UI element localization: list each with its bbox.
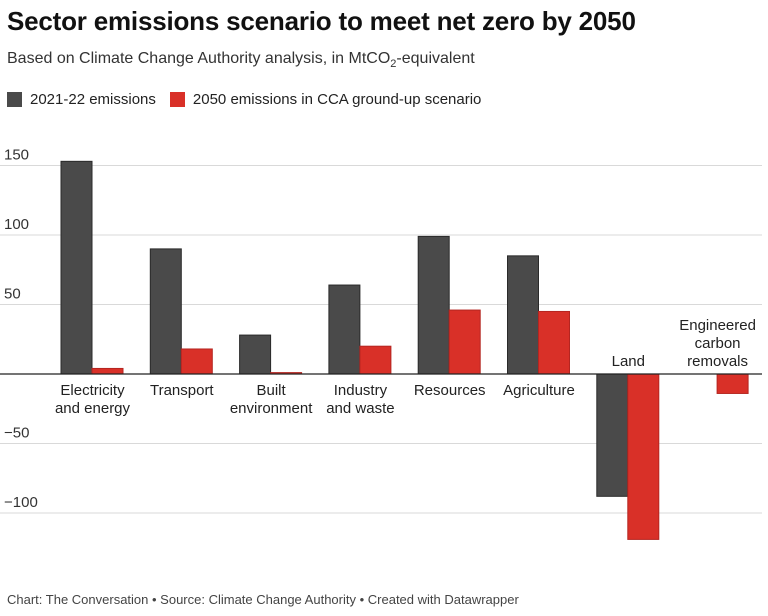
category-label: removals (687, 353, 748, 370)
category-label: carbon (695, 335, 741, 352)
category-label: and waste (326, 400, 394, 417)
category-label: and energy (55, 400, 131, 417)
bar-2021 (507, 255, 539, 375)
category-label: Industry (334, 382, 388, 399)
legend-item-2021: 2021-22 emissions (7, 91, 156, 108)
chart-subtitle: Based on Climate Change Authority analys… (7, 50, 475, 70)
y-tick-label: 150 (4, 147, 29, 164)
bar-2050 (448, 309, 481, 375)
chart-title: Sector emissions scenario to meet net ze… (7, 6, 636, 36)
y-tick-label: −50 (4, 425, 29, 442)
category-label: Electricity (60, 382, 125, 399)
bar-2050 (180, 348, 213, 375)
y-tick-label: 50 (4, 286, 21, 303)
chart-footer: Chart: The Conversation • Source: Climat… (7, 592, 519, 607)
category-label: Engineered (679, 317, 756, 334)
category-label: Transport (150, 382, 214, 399)
y-tick-label: 100 (4, 216, 29, 233)
bar-2050 (359, 345, 392, 375)
category-label: Resources (414, 382, 486, 399)
bar-2021 (328, 284, 361, 375)
bar-2050 (716, 373, 749, 394)
bar-2021 (596, 373, 629, 497)
legend-label-2050: 2050 emissions in CCA ground-up scenario (192, 91, 482, 108)
bar-2050 (538, 310, 570, 375)
bar-2021 (417, 235, 450, 375)
category-label: Built (257, 382, 287, 399)
legend-label-2021: 2021-22 emissions (30, 91, 156, 108)
bar-2021 (239, 334, 272, 375)
bar-2050 (627, 373, 660, 540)
subtitle-text: Based on Climate Change Authority analys… (7, 50, 391, 67)
legend-swatch-2050 (169, 92, 185, 107)
subtitle-suffix: -equivalent (396, 50, 475, 67)
bar-2021 (149, 248, 182, 375)
legend-swatch-2021 (7, 92, 22, 107)
subtitle-subscript: 2 (390, 58, 397, 71)
chart-legend: 2021-22 emissions 2050 emissions in CCA … (7, 91, 495, 108)
bar-2050 (91, 367, 124, 375)
category-label: environment (230, 400, 313, 417)
y-tick-label: −100 (4, 494, 38, 511)
category-label: Agriculture (503, 382, 575, 399)
bar-2021 (60, 160, 93, 375)
category-label: Land (612, 353, 645, 370)
legend-item-2050: 2050 emissions in CCA ground-up scenario (169, 91, 482, 108)
